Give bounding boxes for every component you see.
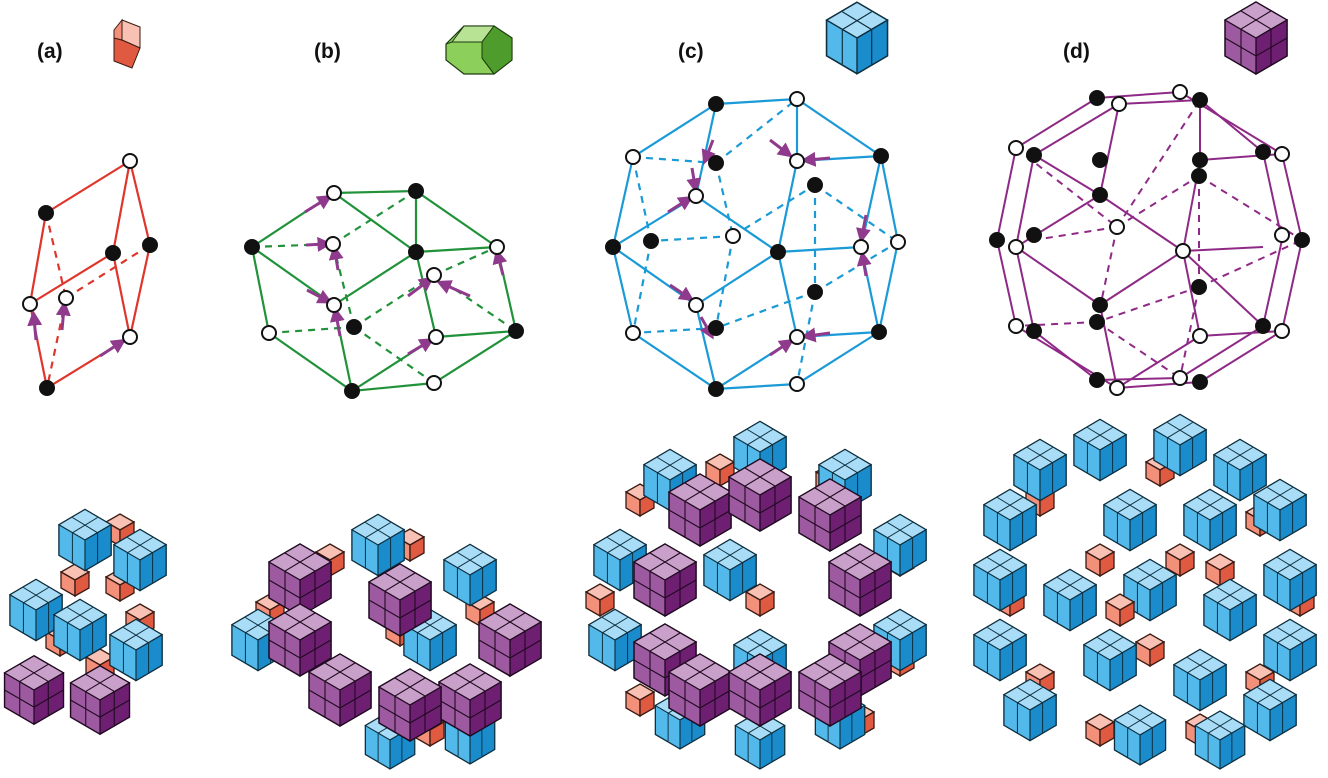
panel-label-d: (d) bbox=[1063, 40, 1090, 63]
nodes-b bbox=[244, 183, 524, 399]
rhombohedron-icon bbox=[113, 18, 141, 69]
cluster-b bbox=[231, 513, 542, 770]
cluster-a bbox=[3, 508, 167, 735]
wireframe-b bbox=[250, 189, 518, 393]
panel-label-c: (c) bbox=[678, 40, 704, 63]
wireframe-d bbox=[995, 90, 1304, 390]
rhombic-icosahedron-icon bbox=[825, 1, 889, 75]
nodes-d bbox=[989, 84, 1310, 396]
panel-label-b: (b) bbox=[314, 40, 341, 63]
rhombic-triacontahedron-icon bbox=[1224, 1, 1288, 75]
wireframe-a bbox=[28, 160, 152, 389]
nodes-c bbox=[605, 91, 906, 397]
arrows-b bbox=[304, 195, 508, 356]
cluster-c bbox=[585, 420, 927, 770]
arrows-a bbox=[27, 300, 127, 358]
cluster-d bbox=[973, 413, 1317, 770]
rhombic-dodecahedron-icon bbox=[445, 25, 513, 75]
arrows-c bbox=[667, 138, 872, 357]
panel-label-a: (a) bbox=[37, 40, 63, 63]
nodes-a bbox=[22, 153, 158, 396]
